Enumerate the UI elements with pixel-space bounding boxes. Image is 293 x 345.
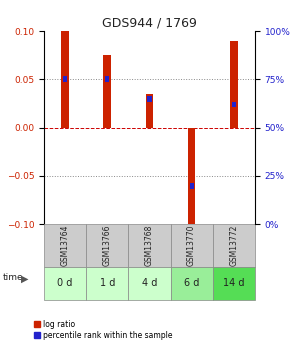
Bar xyxy=(188,128,195,224)
Bar xyxy=(86,267,128,300)
Text: 1 d: 1 d xyxy=(100,278,115,288)
Bar xyxy=(190,183,194,188)
Bar xyxy=(128,267,171,300)
Text: GSM13770: GSM13770 xyxy=(187,225,196,266)
Bar xyxy=(61,31,69,128)
Text: GSM13764: GSM13764 xyxy=(61,225,69,266)
Text: GSM13772: GSM13772 xyxy=(229,225,238,266)
Bar xyxy=(171,267,213,300)
Text: GSM13768: GSM13768 xyxy=(145,225,154,266)
Text: GSM13766: GSM13766 xyxy=(103,225,112,266)
Bar xyxy=(86,224,128,267)
Text: 4 d: 4 d xyxy=(142,278,157,288)
Bar xyxy=(213,267,255,300)
Bar xyxy=(147,96,151,101)
Text: 6 d: 6 d xyxy=(184,278,199,288)
Bar xyxy=(230,41,238,128)
Text: 0 d: 0 d xyxy=(57,278,73,288)
Bar xyxy=(44,267,86,300)
Bar xyxy=(44,224,86,267)
Bar xyxy=(128,224,171,267)
Legend: log ratio, percentile rank within the sample: log ratio, percentile rank within the sa… xyxy=(33,319,173,341)
Bar xyxy=(103,55,111,128)
Bar xyxy=(232,101,236,107)
Bar xyxy=(213,224,255,267)
Bar xyxy=(146,94,153,128)
Text: time: time xyxy=(3,273,23,282)
Bar xyxy=(105,77,109,82)
Title: GDS944 / 1769: GDS944 / 1769 xyxy=(102,17,197,30)
Bar xyxy=(171,224,213,267)
Text: 14 d: 14 d xyxy=(223,278,245,288)
Text: ▶: ▶ xyxy=(21,274,29,284)
Bar xyxy=(63,77,67,82)
